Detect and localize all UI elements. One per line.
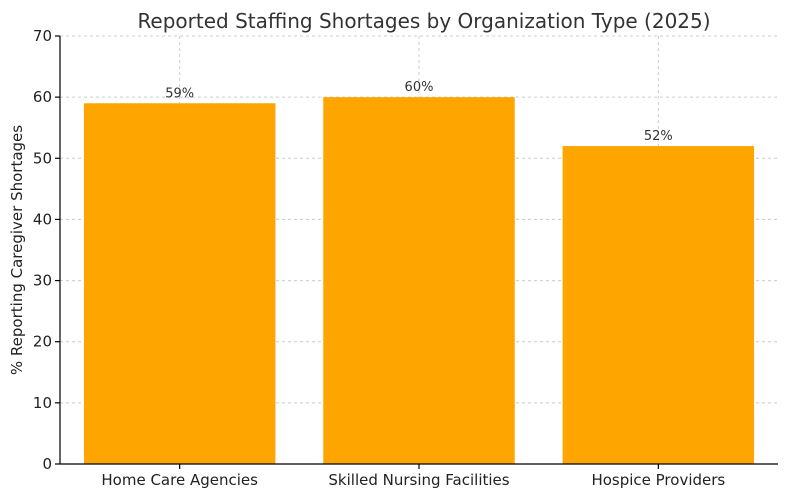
y-tick-label: 50: [33, 149, 52, 167]
x-tick-label: Skilled Nursing Facilities: [328, 471, 509, 489]
y-tick-label: 70: [33, 27, 52, 45]
bar-value-label: 60%: [405, 80, 434, 95]
x-tick-label: Hospice Providers: [591, 471, 725, 489]
y-axis-label: % Reporting Caregiver Shortages: [8, 125, 26, 375]
y-tick-label: 0: [42, 455, 52, 473]
axis-layer: 0 10 20 30 40 50 60 70 Home Care Agencies Skilled…: [33, 27, 778, 489]
bar: [562, 146, 755, 465]
chart-title: Reported Staffing Shortages by Organizat…: [137, 9, 710, 33]
x-tick-label: Home Care Agencies: [101, 471, 258, 489]
bar-value-label: 52%: [644, 129, 673, 144]
bar: [83, 103, 276, 464]
bar-layer: 59% 60% 52%: [83, 80, 755, 465]
y-tick-label: 30: [33, 272, 52, 290]
bar: [323, 97, 515, 465]
y-tick-label: 20: [33, 333, 52, 351]
bar-value-label: 59%: [165, 86, 194, 101]
y-tick-label: 40: [33, 210, 52, 228]
y-tick-label: 10: [33, 394, 52, 412]
y-tick-label: 60: [33, 88, 52, 106]
